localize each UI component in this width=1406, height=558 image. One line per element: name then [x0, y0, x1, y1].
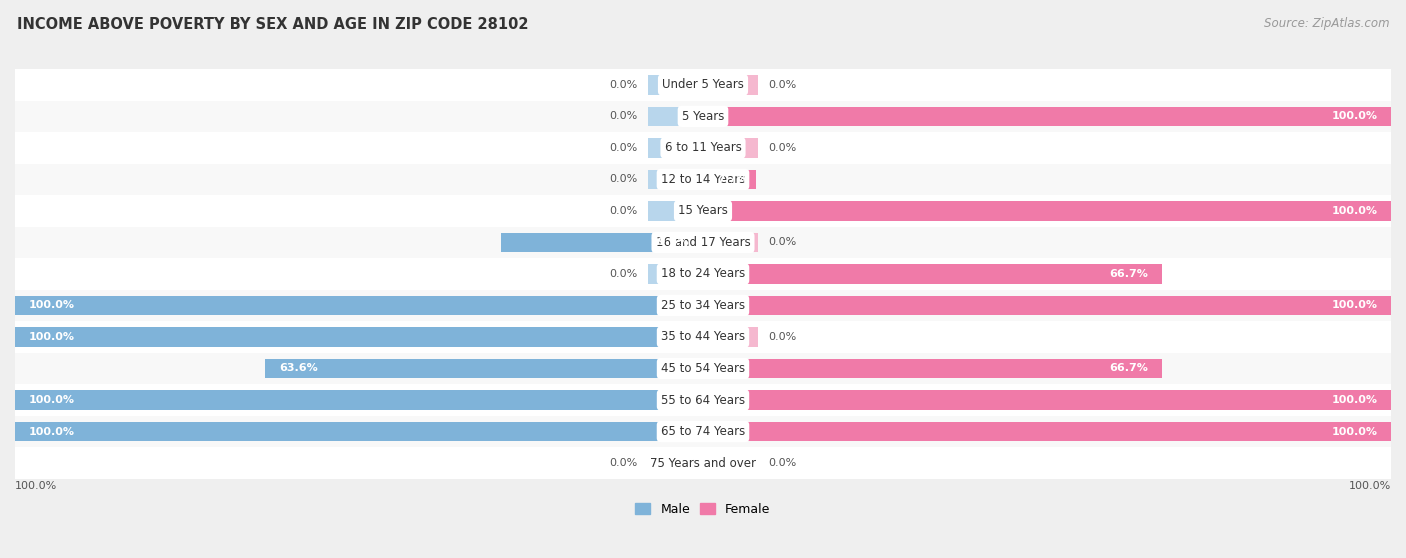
Text: 100.0%: 100.0%: [1348, 481, 1391, 490]
Bar: [15, 100, 1391, 132]
Text: 55 to 64 Years: 55 to 64 Years: [661, 393, 745, 407]
Text: 18 to 24 Years: 18 to 24 Years: [661, 267, 745, 281]
Bar: [15, 384, 1391, 416]
Text: 0.0%: 0.0%: [609, 112, 638, 122]
Bar: [15, 390, 703, 410]
Bar: [15, 448, 1391, 479]
Text: Under 5 Years: Under 5 Years: [662, 78, 744, 92]
Text: 100.0%: 100.0%: [15, 481, 58, 490]
Bar: [15, 258, 1391, 290]
Text: 6 to 11 Years: 6 to 11 Years: [665, 141, 741, 155]
Bar: [703, 233, 758, 252]
Text: 100.0%: 100.0%: [1331, 300, 1378, 310]
Text: 0.0%: 0.0%: [609, 269, 638, 279]
Text: 0.0%: 0.0%: [768, 143, 797, 153]
Bar: [15, 327, 703, 347]
Text: 0.0%: 0.0%: [768, 238, 797, 247]
Text: 100.0%: 100.0%: [28, 300, 75, 310]
Bar: [703, 107, 1391, 126]
Bar: [15, 321, 1391, 353]
Bar: [648, 453, 703, 473]
Bar: [703, 138, 758, 158]
Text: 100.0%: 100.0%: [28, 332, 75, 342]
Bar: [648, 201, 703, 220]
Text: 100.0%: 100.0%: [1331, 395, 1378, 405]
Text: 15 Years: 15 Years: [678, 204, 728, 218]
Bar: [703, 453, 758, 473]
Text: 66.7%: 66.7%: [1109, 363, 1149, 373]
Bar: [648, 264, 703, 283]
Text: 66.7%: 66.7%: [1109, 269, 1149, 279]
Bar: [15, 163, 1391, 195]
Bar: [15, 353, 1391, 384]
Text: 0.0%: 0.0%: [768, 332, 797, 342]
Text: 7.7%: 7.7%: [717, 175, 748, 184]
Bar: [703, 264, 1161, 283]
Text: 25 to 34 Years: 25 to 34 Years: [661, 299, 745, 312]
Text: 75 Years and over: 75 Years and over: [650, 456, 756, 469]
Bar: [648, 75, 703, 95]
Text: 35 to 44 Years: 35 to 44 Years: [661, 330, 745, 344]
Bar: [266, 359, 703, 378]
Bar: [648, 170, 703, 189]
Bar: [648, 107, 703, 126]
Text: 100.0%: 100.0%: [1331, 206, 1378, 216]
Bar: [703, 296, 1391, 315]
Text: 0.0%: 0.0%: [609, 175, 638, 184]
Text: 16 and 17 Years: 16 and 17 Years: [655, 236, 751, 249]
Text: 0.0%: 0.0%: [609, 80, 638, 90]
Text: 0.0%: 0.0%: [609, 458, 638, 468]
Text: 100.0%: 100.0%: [1331, 112, 1378, 122]
Text: INCOME ABOVE POVERTY BY SEX AND AGE IN ZIP CODE 28102: INCOME ABOVE POVERTY BY SEX AND AGE IN Z…: [17, 17, 529, 32]
Text: 63.6%: 63.6%: [280, 363, 318, 373]
Bar: [15, 416, 1391, 448]
Bar: [15, 195, 1391, 227]
Bar: [501, 233, 703, 252]
Text: 100.0%: 100.0%: [1331, 426, 1378, 436]
Bar: [15, 69, 1391, 100]
Text: 29.4%: 29.4%: [651, 238, 689, 247]
Bar: [15, 132, 1391, 163]
Legend: Male, Female: Male, Female: [630, 498, 776, 521]
Bar: [703, 75, 758, 95]
Text: 45 to 54 Years: 45 to 54 Years: [661, 362, 745, 375]
Bar: [15, 227, 1391, 258]
Bar: [15, 422, 703, 441]
Text: 5 Years: 5 Years: [682, 110, 724, 123]
Text: 100.0%: 100.0%: [28, 426, 75, 436]
Bar: [703, 201, 1391, 220]
Text: 0.0%: 0.0%: [768, 458, 797, 468]
Text: 65 to 74 Years: 65 to 74 Years: [661, 425, 745, 438]
Text: 0.0%: 0.0%: [768, 80, 797, 90]
Bar: [703, 327, 758, 347]
Bar: [15, 296, 703, 315]
Bar: [703, 390, 1391, 410]
Text: 0.0%: 0.0%: [609, 206, 638, 216]
Text: 100.0%: 100.0%: [28, 395, 75, 405]
Bar: [15, 290, 1391, 321]
Bar: [703, 422, 1391, 441]
Bar: [703, 170, 756, 189]
Text: 0.0%: 0.0%: [609, 143, 638, 153]
Text: 12 to 14 Years: 12 to 14 Years: [661, 173, 745, 186]
Bar: [648, 138, 703, 158]
Text: Source: ZipAtlas.com: Source: ZipAtlas.com: [1264, 17, 1389, 30]
Bar: [703, 359, 1161, 378]
